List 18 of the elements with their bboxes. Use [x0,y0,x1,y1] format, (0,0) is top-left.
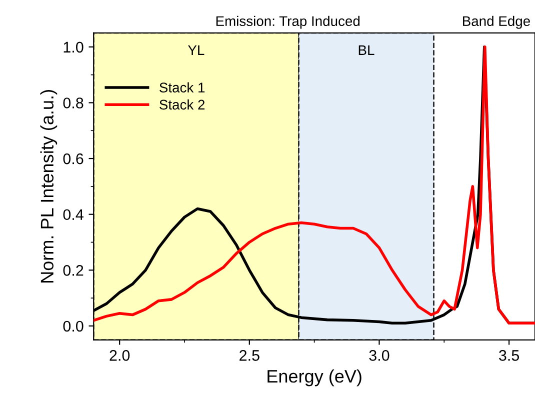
y-tick-label: 0.6 [63,153,84,164]
y-tick-label: 0.0 [63,320,84,332]
band-label: YL [188,45,204,55]
x-tick-label: 3.5 [499,350,520,361]
y-tick-label: 1.0 [64,42,84,53]
y-tick-label: 0.8 [63,98,84,108]
legend-label: Stack 1 [160,82,205,92]
text: Emission: Trap Induced [216,16,360,29]
y-axis-title: Norm. PL Intensity (a.u.) [40,90,58,282]
x-axis-title: Energy (eV) [268,369,362,386]
x-tick-label: 2.0 [110,350,130,361]
band-label: BL [358,45,374,55]
y-tick-label: 0.4 [63,209,84,220]
x-tick-label: 3.0 [369,350,390,361]
legend-label: Stack 2 [160,99,205,110]
x-tick-label: 2.5 [240,350,260,361]
y-tick-label: 0.2 [63,265,84,276]
text: Band Edge [462,16,530,29]
